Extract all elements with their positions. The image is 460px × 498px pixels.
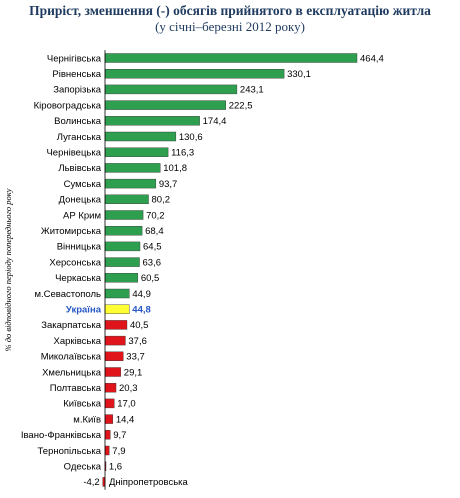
category-label: м.Київ bbox=[73, 414, 101, 425]
bar bbox=[104, 116, 200, 126]
value-label: 116,3 bbox=[171, 148, 194, 159]
bar bbox=[104, 320, 128, 330]
value-label: 40,5 bbox=[130, 320, 149, 331]
value-label: 1,6 bbox=[109, 462, 122, 473]
value-label: 70,2 bbox=[146, 210, 165, 221]
value-label: 7,9 bbox=[112, 446, 125, 457]
category-label: Івано-Франківська bbox=[21, 430, 102, 441]
value-label: 20,3 bbox=[119, 383, 138, 394]
bar bbox=[104, 367, 121, 377]
category-label: Одеська bbox=[64, 462, 102, 473]
category-label: Луганська bbox=[57, 132, 102, 143]
value-label: 9,7 bbox=[113, 430, 126, 441]
category-label: Львівська bbox=[58, 163, 101, 174]
category-label: Херсонська bbox=[49, 257, 101, 268]
category-label: Хмельницька bbox=[42, 367, 102, 378]
chart-subtitle: (у січні–березні 2012 року) bbox=[155, 19, 305, 34]
category-label: Україна bbox=[66, 305, 102, 316]
value-label: 29,1 bbox=[124, 367, 143, 378]
category-label: Тернопільська bbox=[38, 446, 102, 457]
bar bbox=[104, 383, 117, 393]
category-label: Волинська bbox=[54, 116, 102, 127]
value-label: 60,5 bbox=[141, 273, 160, 284]
bar bbox=[104, 304, 130, 314]
value-label: 44,9 bbox=[132, 289, 151, 300]
bar bbox=[104, 445, 110, 456]
bar bbox=[104, 398, 115, 409]
bar bbox=[104, 178, 157, 189]
category-label: Київська bbox=[63, 399, 101, 410]
value-label: 130,6 bbox=[179, 132, 203, 143]
bar bbox=[104, 273, 139, 283]
category-label: Полтавська bbox=[50, 383, 102, 394]
category-label: Харківська bbox=[54, 336, 102, 347]
value-label: 14,4 bbox=[116, 414, 135, 425]
value-label: 464,4 bbox=[360, 53, 384, 64]
category-label: Чернігівська bbox=[47, 53, 102, 64]
value-label: 17,0 bbox=[117, 399, 136, 410]
bar bbox=[104, 147, 169, 157]
bar bbox=[104, 335, 126, 346]
bar bbox=[104, 131, 177, 142]
category-label: Черкаська bbox=[55, 273, 102, 284]
value-label: -4,2 bbox=[83, 477, 99, 488]
bar bbox=[104, 414, 114, 424]
value-label: 80,2 bbox=[152, 195, 171, 206]
value-label: 174,4 bbox=[203, 116, 227, 127]
value-label: 330,1 bbox=[287, 69, 311, 80]
bar bbox=[104, 257, 140, 267]
category-label: Вінницька bbox=[57, 242, 102, 253]
bar bbox=[104, 430, 111, 440]
bar bbox=[104, 163, 161, 173]
value-label: 93,7 bbox=[159, 179, 178, 190]
bar bbox=[104, 53, 358, 63]
chart-title: Приріст, зменшення (-) обсягів прийнятог… bbox=[29, 3, 431, 18]
value-label: 63,6 bbox=[143, 257, 162, 268]
category-label: Чернівецька bbox=[46, 148, 101, 159]
category-label: АР Крим bbox=[63, 210, 101, 221]
category-label: Запорізька bbox=[53, 85, 102, 96]
bar bbox=[104, 351, 124, 361]
value-label: 64,5 bbox=[143, 242, 162, 253]
category-label: Сумська bbox=[64, 179, 102, 190]
value-label: 37,6 bbox=[128, 336, 147, 347]
bar bbox=[104, 241, 141, 252]
category-label: м.Севастополь bbox=[34, 289, 101, 300]
bar bbox=[104, 84, 238, 95]
bar bbox=[104, 288, 130, 299]
value-label: 101,8 bbox=[163, 163, 187, 174]
value-label: 44,8 bbox=[132, 305, 151, 316]
category-label: Житомирська bbox=[41, 226, 102, 237]
category-label: Кіровоградська bbox=[34, 100, 102, 111]
category-label: Дніпропетровська bbox=[109, 477, 189, 488]
value-label: 243,1 bbox=[240, 85, 264, 96]
category-label: Донецька bbox=[59, 195, 102, 206]
bar bbox=[104, 194, 149, 205]
category-label: Миколаївська bbox=[41, 352, 102, 363]
bar bbox=[104, 225, 143, 236]
value-label: 68,4 bbox=[145, 226, 164, 237]
bar bbox=[104, 68, 285, 79]
category-label: Закарпатська bbox=[41, 320, 101, 331]
value-label: 33,7 bbox=[126, 352, 145, 363]
bar bbox=[104, 210, 144, 220]
bar bbox=[104, 100, 226, 110]
value-label: 222,5 bbox=[229, 100, 253, 111]
category-label: Рівненська bbox=[52, 69, 101, 80]
